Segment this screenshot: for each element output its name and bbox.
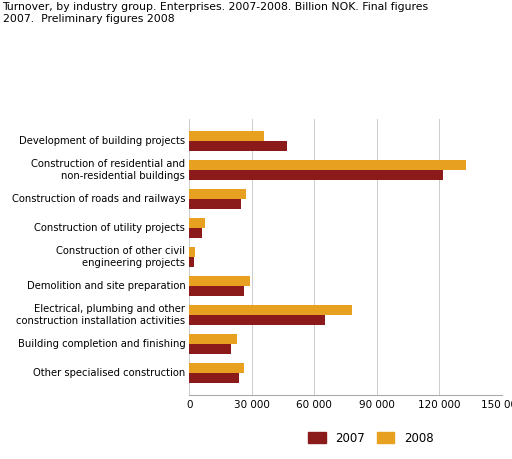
Bar — [189, 305, 352, 315]
Text: Turnover, by industry group. Enterprises. 2007-2008. Billion NOK. Final figures
: Turnover, by industry group. Enterprises… — [3, 2, 429, 24]
Bar — [189, 218, 205, 228]
Bar — [189, 334, 238, 344]
Bar — [189, 228, 202, 238]
Bar — [189, 189, 246, 199]
Bar — [189, 373, 240, 383]
Bar — [189, 131, 264, 141]
Bar — [189, 315, 325, 325]
Bar — [189, 170, 443, 180]
Bar — [189, 276, 250, 286]
Bar — [189, 199, 242, 209]
Bar — [189, 363, 244, 373]
Bar — [189, 257, 194, 267]
Bar — [189, 344, 231, 354]
Legend: 2007, 2008: 2007, 2008 — [303, 427, 438, 449]
Bar — [189, 160, 466, 170]
Bar — [189, 247, 195, 257]
Bar — [189, 286, 244, 296]
Bar — [189, 141, 287, 151]
